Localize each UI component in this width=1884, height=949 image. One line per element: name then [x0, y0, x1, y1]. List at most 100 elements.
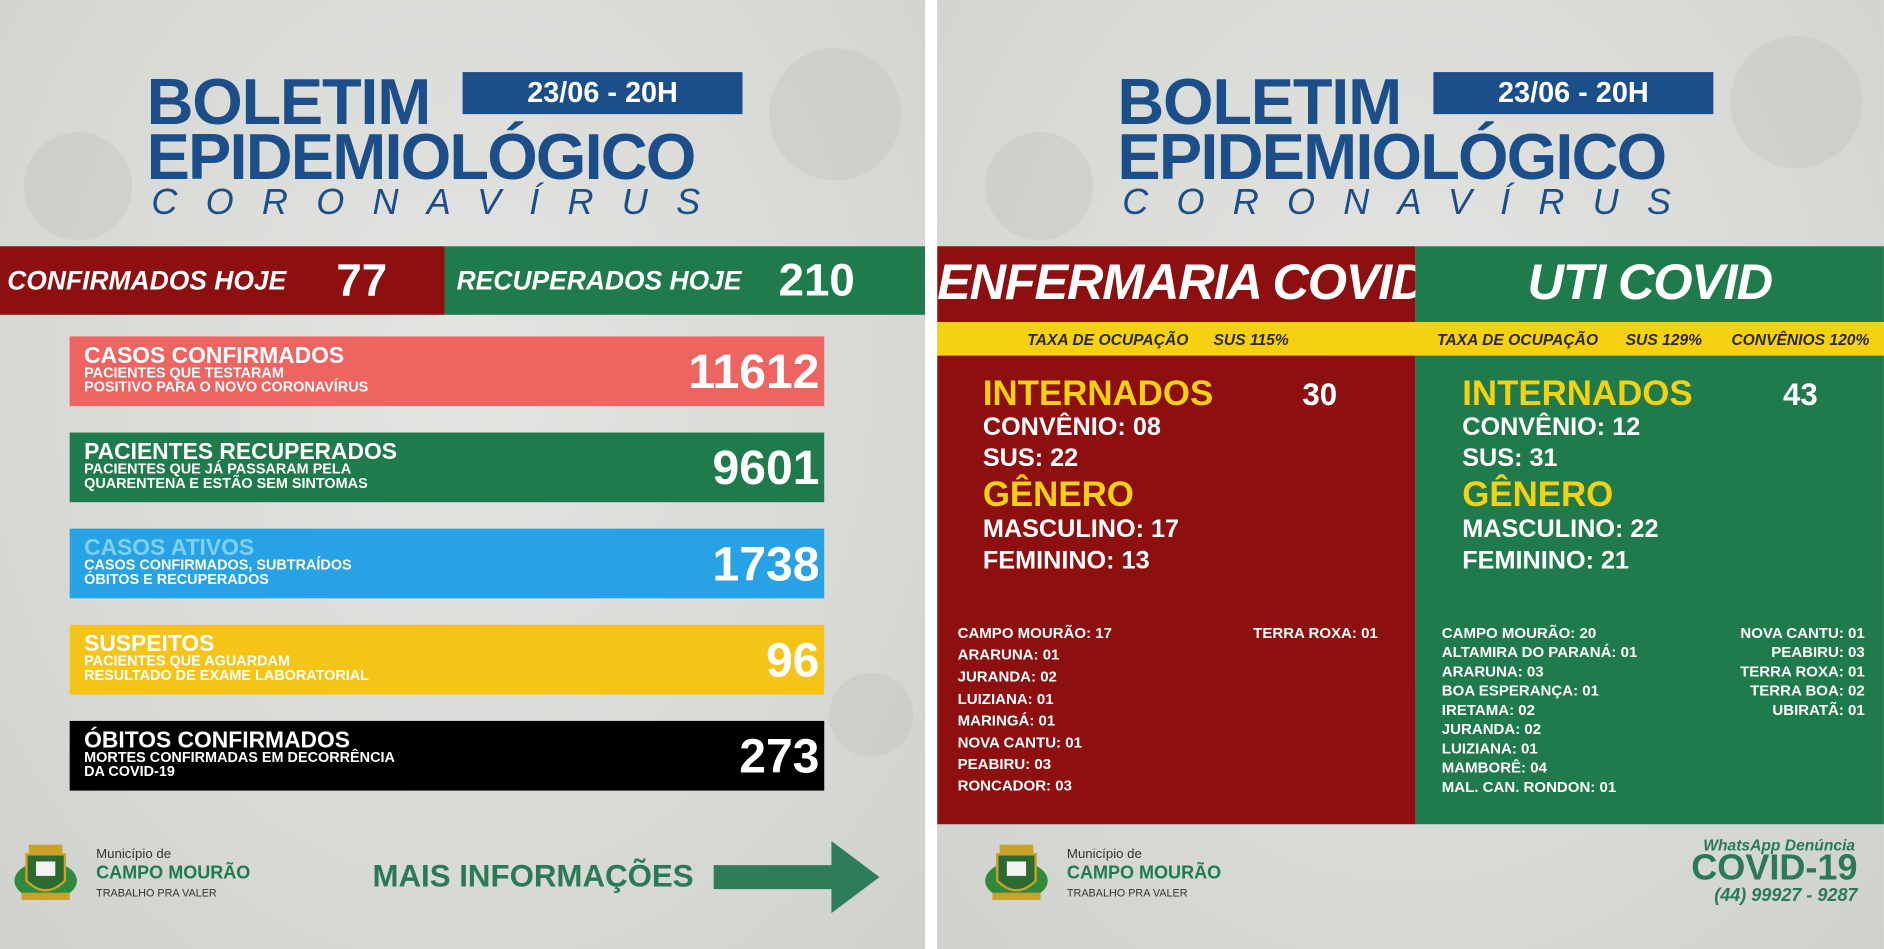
- ward-body: [1415, 355, 1884, 825]
- ward-body: [937, 355, 1416, 825]
- city-count: BOA ESPERANÇA: 01: [1441, 682, 1599, 700]
- municipality-label: Município de: [1066, 847, 1142, 862]
- admitted-breakdown: SUS: 31: [1462, 444, 1558, 473]
- occupancy: TAXA DE OCUPAÇÃO: [1436, 330, 1599, 349]
- city-count: LUIZIANA: 01: [957, 690, 1054, 708]
- date: 23/06 - 20H: [1498, 76, 1649, 110]
- card-title: SUSPEITOS: [84, 631, 215, 658]
- arrow-graphic: [713, 841, 880, 914]
- today-label: RECUPERADOS HOJE: [456, 265, 742, 296]
- city-count: RONCADOR: 03: [957, 777, 1072, 795]
- ward-title-bar: [937, 246, 1416, 323]
- date-box: [462, 72, 743, 115]
- card-description: POSITIVO PARA O NOVO CORONAVÍRUS: [84, 378, 369, 396]
- occupancy: SUS 115%: [1213, 330, 1289, 349]
- admitted-label: INTERNADOS: [982, 374, 1214, 414]
- left-panel: BOLETIM 23/06 - 20H EPIDEMIOLÓGICO CORONAVÍ…: [0, 0, 926, 949]
- today-value: 210: [778, 255, 855, 307]
- logo-graphic: [985, 844, 1048, 900]
- today-recovered-bar: [444, 246, 926, 315]
- title-line2: EPIDEMIOLÓGICO: [1117, 121, 1667, 194]
- admitted-breakdown: CONVÊNIO: 12: [1462, 413, 1641, 441]
- virus-decoration: [985, 132, 1094, 241]
- whatsapp-label: WhatsApp Denúncia: [1703, 836, 1856, 855]
- card-value: 11612: [688, 346, 820, 399]
- gender-label: GÊNERO: [1462, 475, 1614, 515]
- occupancy-strip: [937, 322, 1884, 356]
- admitted-value: 30: [1302, 376, 1338, 413]
- card-description: RESULTADO DE EXAME LABORATORIAL: [84, 666, 370, 684]
- occupancy: SUS 129%: [1625, 330, 1703, 349]
- today-confirmed-bar: [0, 246, 445, 315]
- city-count: TERRA ROXA: 01: [1253, 624, 1378, 642]
- city-count: MARINGÁ: 01: [957, 712, 1056, 730]
- city-count: PEABIRU: 03: [957, 755, 1052, 773]
- city-count: LUIZIANA: 01: [1441, 740, 1538, 757]
- card-description: QUARENTENA E ESTÃO SEM SINTOMAS: [84, 474, 368, 492]
- gender: MASCULINO: 17: [982, 515, 1180, 544]
- municipality-label: Município de: [96, 847, 172, 862]
- city-count: MAL. CAN. RONDON: 01: [1441, 778, 1617, 796]
- ward-title: ENFERMARIA COVID: [937, 253, 1427, 310]
- today-label: CONFIRMADOS HOJE: [7, 265, 287, 296]
- virus-decoration: [829, 672, 914, 757]
- city-count: PEABIRU: 03: [1771, 644, 1865, 661]
- right-panel: BOLETIM 23/06 - 20H EPIDEMIOLÓGICO CORONAVÍ…: [937, 0, 1884, 949]
- gender: FEMININO: 13: [982, 546, 1150, 575]
- admitted-label: INTERNADOS: [1462, 374, 1693, 414]
- stat-card: [69, 624, 825, 695]
- card-value: 96: [765, 634, 820, 688]
- virus-decoration: [1730, 36, 1863, 169]
- admitted-value: 43: [1783, 376, 1818, 413]
- today-value: 77: [336, 255, 388, 307]
- title: BOLETIM: [1117, 66, 1402, 139]
- stat-card: [69, 432, 825, 503]
- stat-card: [69, 528, 825, 599]
- gender-label: GÊNERO: [982, 475, 1134, 515]
- slogan: TRABALHO PRA VALER: [1066, 886, 1188, 899]
- city-count: NOVA CANTU: 01: [957, 734, 1082, 751]
- city-count: NOVA CANTU: 01: [1740, 624, 1865, 642]
- city-count: CAMPO MOURÃO: 20: [1441, 624, 1597, 642]
- city-count: TERRA BOA: 02: [1750, 682, 1865, 700]
- municipality: CAMPO MOURÃO: [1066, 862, 1222, 884]
- subtitle: CORONAVÍRUS: [1122, 182, 1700, 223]
- ward-title-bar: [1415, 246, 1884, 323]
- stat-card: [69, 720, 825, 791]
- title-line2: EPIDEMIOLÓGICO: [146, 121, 697, 194]
- card-value: 1738: [712, 538, 820, 592]
- municipal-logo: [983, 837, 1050, 907]
- city-count: CAMPO MOURÃO: 17: [957, 624, 1112, 642]
- title: BOLETIM: [146, 66, 432, 139]
- gender: MASCULINO: 22: [1462, 515, 1659, 544]
- city-count: ARARUNA: 01: [957, 646, 1060, 664]
- logo-graphic: [14, 844, 77, 900]
- ward-title: UTI COVID: [1527, 253, 1774, 310]
- card-title: ÓBITOS CONFIRMADOS: [84, 728, 351, 754]
- subtitle: CORONAVÍRUS: [151, 182, 729, 223]
- card-description: PACIENTES QUE AGUARDAM: [84, 652, 290, 670]
- slogan: TRABALHO PRA VALER: [96, 886, 217, 899]
- card-description: MORTES CONFIRMADAS EM DECORRÊNCIA: [84, 748, 395, 766]
- virus-decoration: [24, 132, 133, 241]
- card-description: PACIENTES QUE JÁ PASSARAM PELA: [84, 460, 352, 477]
- city-count: UBIRATÃ: 01: [1772, 701, 1865, 719]
- card-value: 9601: [712, 442, 820, 496]
- city-count: ARARUNA: 03: [1441, 663, 1544, 681]
- card-value: 273: [739, 730, 820, 784]
- occupancy: TAXA DE OCUPAÇÃO: [1027, 330, 1189, 349]
- phone: (44) 99927 - 9287: [1714, 885, 1858, 906]
- stat-card: [69, 336, 825, 407]
- city-count: MAMBORÊ: 04: [1441, 759, 1547, 777]
- municipality: CAMPO MOURÃO: [96, 862, 251, 884]
- gender: FEMININO: 21: [1462, 546, 1630, 575]
- card-title: CASOS ATIVOS: [84, 535, 255, 562]
- card-description: DA COVID-19: [84, 762, 175, 780]
- card-description: ÓBITOS E RECUPERADOS: [84, 570, 269, 588]
- card-title: PACIENTES RECUPERADOS: [84, 439, 397, 465]
- admitted-breakdown: SUS: 22: [982, 444, 1079, 473]
- city-count: IRETAMA: 02: [1441, 701, 1535, 719]
- city-count: JURANDA: 02: [957, 668, 1057, 686]
- city-count: TERRA ROXA: 01: [1740, 663, 1865, 681]
